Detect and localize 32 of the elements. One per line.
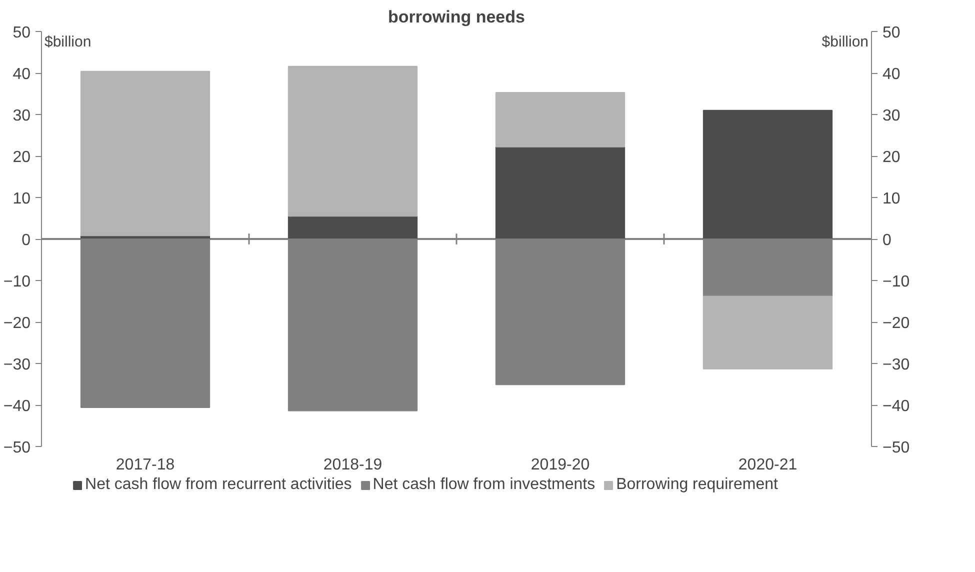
y-tick-label: −40 [3, 398, 31, 415]
x-tick-label: 2020-21 [738, 456, 798, 474]
x-tick-label: 2018-19 [323, 456, 382, 474]
y-tick-label: 30 [12, 108, 31, 124]
y-tick-label: −20 [3, 315, 31, 332]
y-tick-label: −30 [3, 356, 31, 374]
legend-label: Net cash flow from recurrent activities [85, 476, 352, 494]
y-tick-label: 40 [12, 66, 31, 83]
y2-tick-label: −20 [882, 315, 910, 332]
y2-tick-label: 0 [882, 232, 892, 249]
y-tick-label: 10 [12, 190, 31, 208]
y-tick-label: −50 [3, 440, 31, 456]
y-tick-label: 50 [12, 24, 31, 42]
y-tick-label: 0 [22, 232, 31, 249]
x-tick-label: 2019-20 [530, 456, 590, 474]
x-tick-label: 2017-18 [116, 456, 175, 474]
y2-tick-label: 20 [882, 149, 900, 166]
y2-tick-label: −10 [882, 274, 910, 290]
y2-tick-label: 50 [882, 24, 900, 42]
legend-label: Net cash flow from investments [372, 476, 596, 494]
y2-tick-label: 40 [882, 66, 900, 83]
legend-label: Borrowing requirement [616, 476, 778, 494]
y2-tick-label: −40 [882, 398, 910, 415]
y-tick-label: 20 [12, 149, 31, 166]
y2-tick-label: 30 [882, 108, 900, 124]
y2-tick-label: 10 [882, 190, 900, 208]
y2-axis-title: $billion [822, 34, 869, 50]
y2-tick-label: −50 [882, 440, 910, 456]
y2-tick-label: −30 [882, 356, 910, 374]
chart-title: borrowing needs [388, 8, 525, 26]
y-axis-title: $billion [44, 34, 92, 50]
y-tick-label: −10 [3, 274, 31, 290]
